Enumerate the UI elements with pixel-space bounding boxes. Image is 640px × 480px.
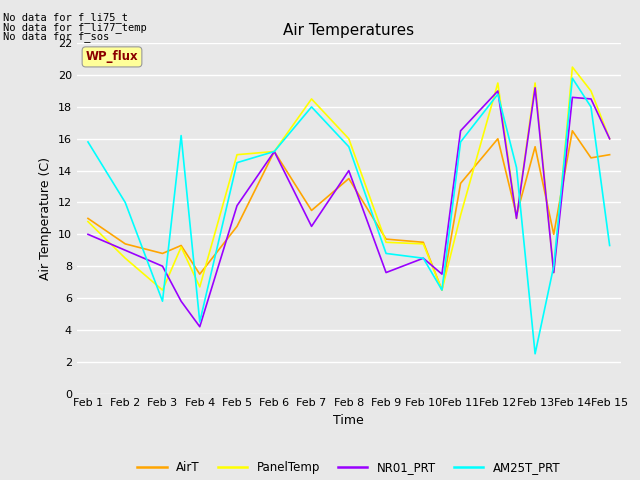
Text: No data for f_sos: No data for f_sos xyxy=(3,31,109,42)
X-axis label: Time: Time xyxy=(333,414,364,427)
Y-axis label: Air Temperature (C): Air Temperature (C) xyxy=(39,157,52,280)
Legend: AirT, PanelTemp, NR01_PRT, AM25T_PRT: AirT, PanelTemp, NR01_PRT, AM25T_PRT xyxy=(132,456,565,479)
Text: No data for f_li77_temp: No data for f_li77_temp xyxy=(3,22,147,33)
Title: Air Temperatures: Air Temperatures xyxy=(284,23,414,38)
Text: WP_flux: WP_flux xyxy=(86,50,138,63)
Text: No data for f_li75_t: No data for f_li75_t xyxy=(3,12,128,23)
